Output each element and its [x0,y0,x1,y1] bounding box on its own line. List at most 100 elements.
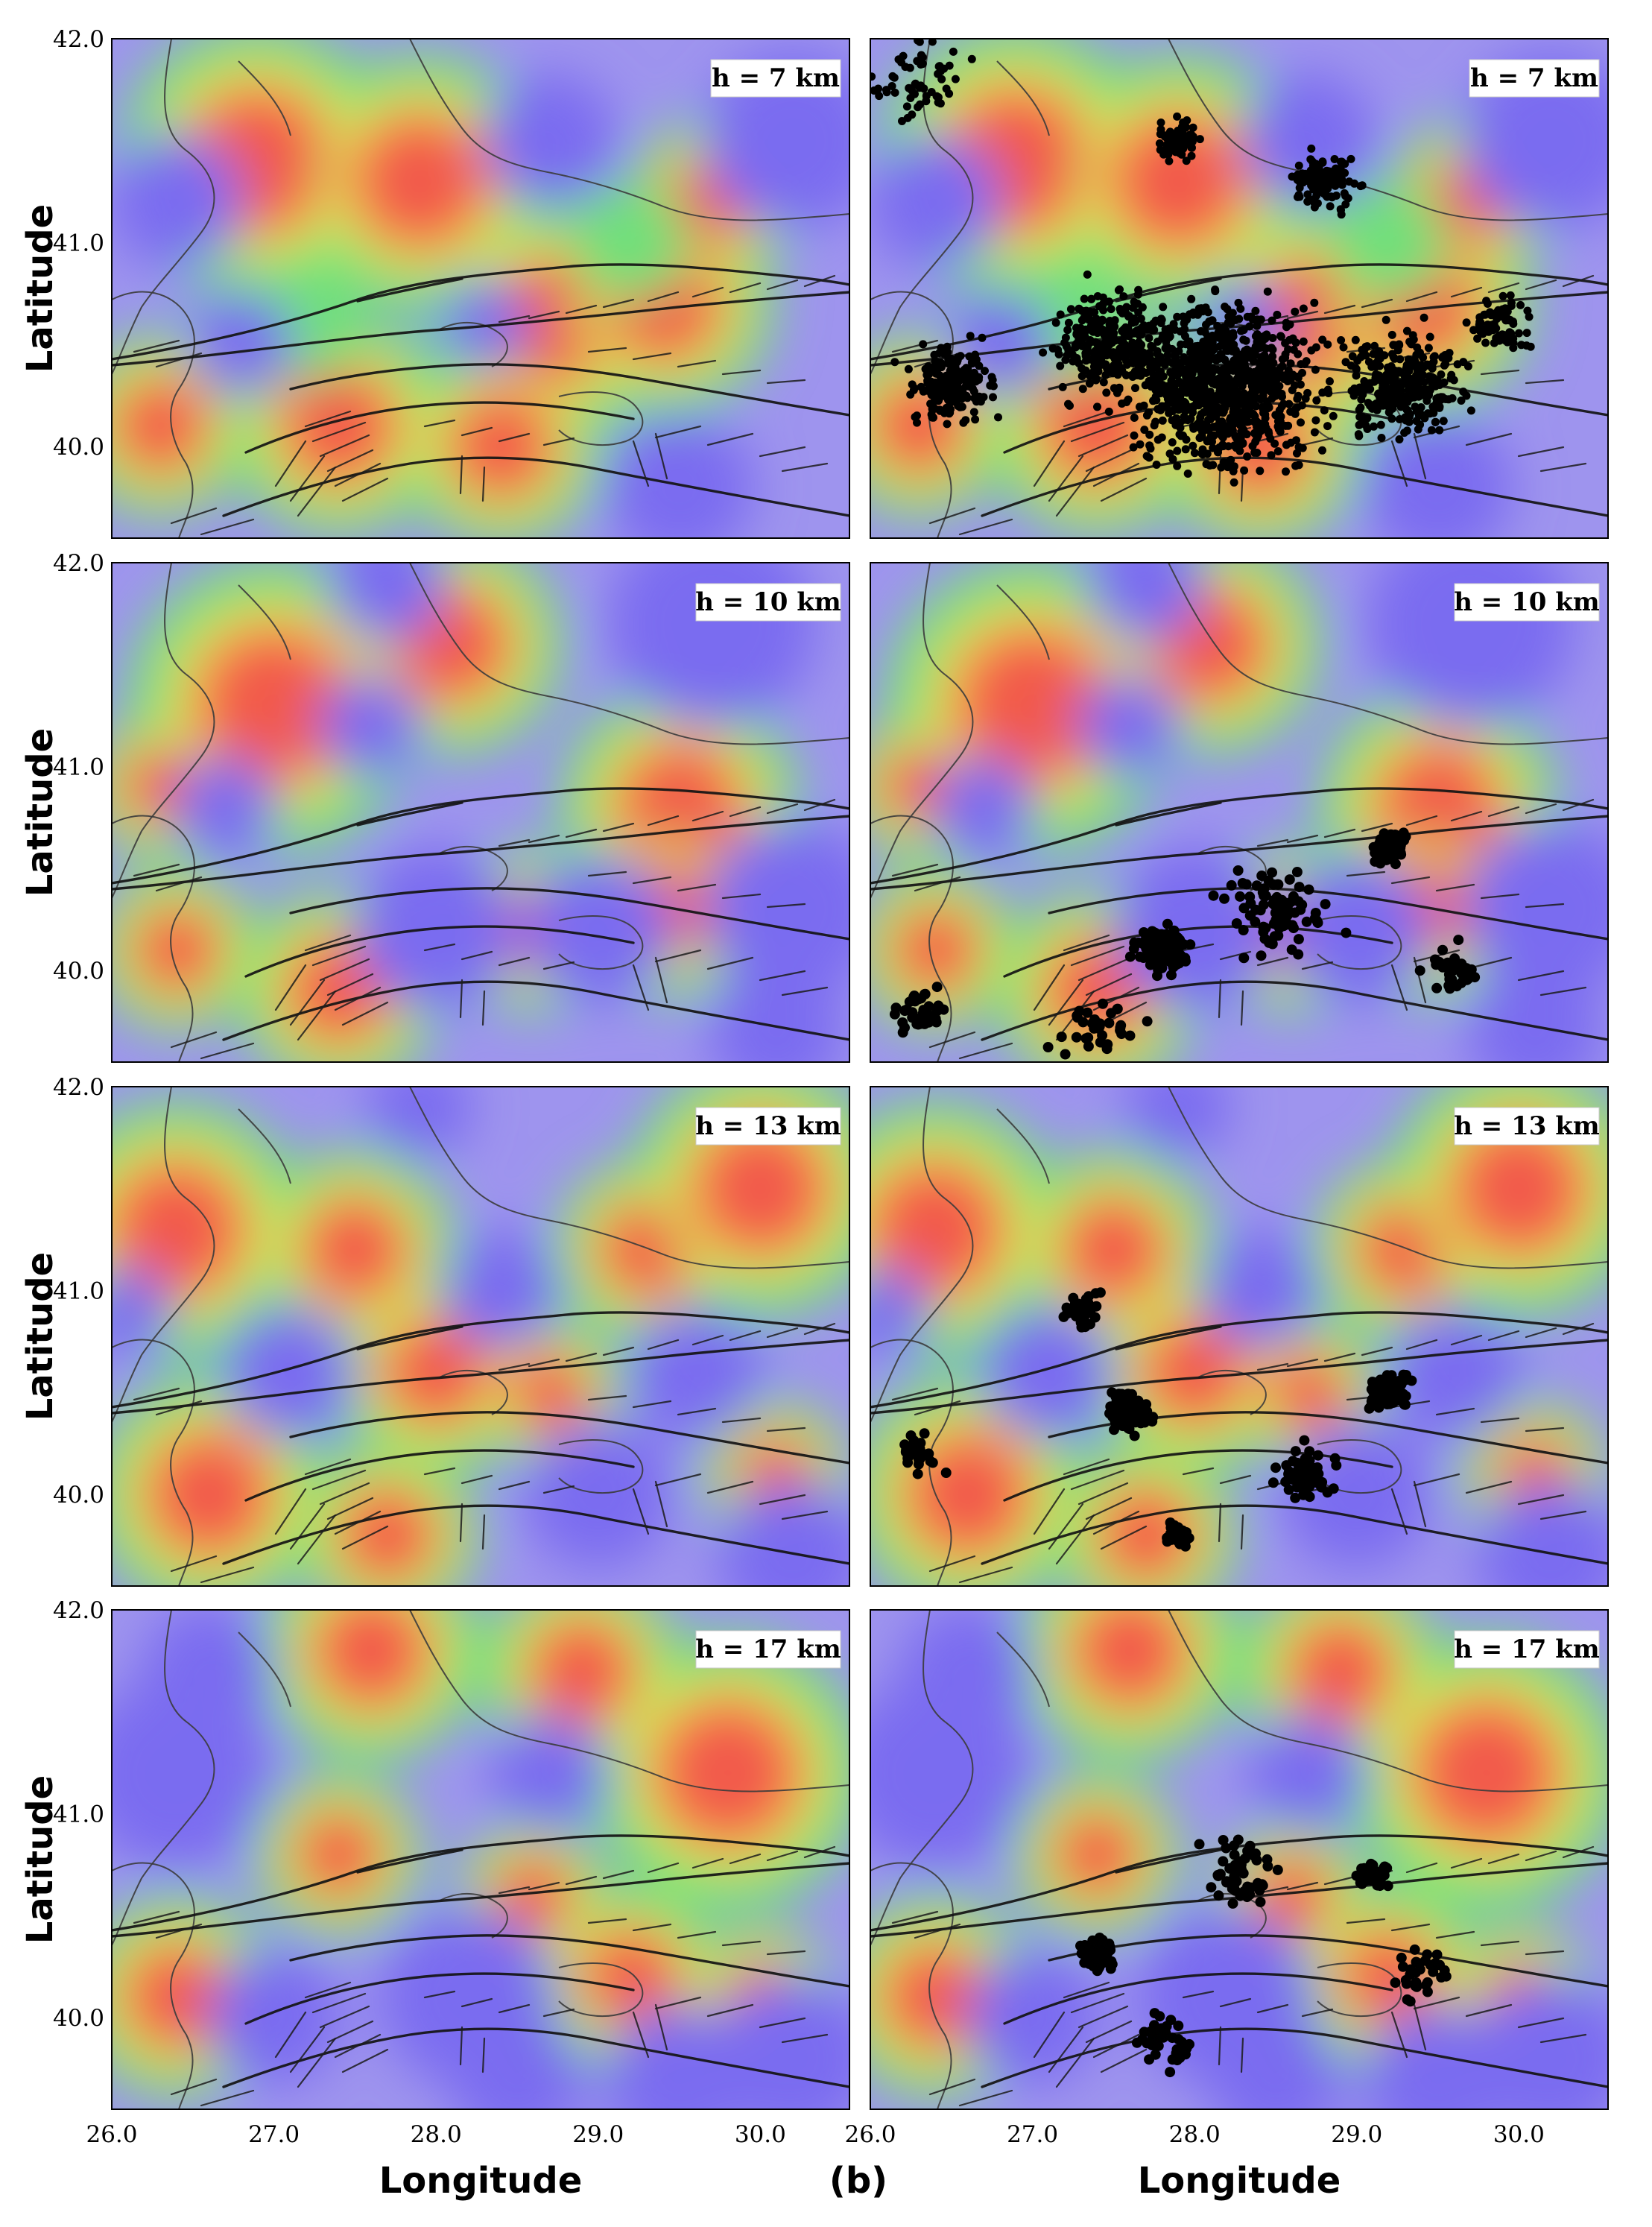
earthquake-epicenter-dot [1291,461,1300,470]
heat-blob [1055,1813,1139,1896]
earthquake-epicenter-dot [971,415,980,424]
earthquake-epicenter-dot [1372,1871,1383,1883]
earthquake-epicenter-dot [1251,1854,1262,1866]
earthquake-epicenter-dot [1338,180,1346,189]
earthquake-epicenter-dot [1291,409,1300,418]
earthquake-epicenter-dot [1308,161,1317,170]
y-axis-title: Latitude [19,204,61,373]
epicenters [889,827,1481,1060]
epicenters [870,39,1535,487]
earthquake-epicenter-dot [942,376,951,385]
earthquake-epicenter-dot [1337,210,1346,219]
earthquake-epicenter-dot [1294,391,1303,400]
earthquake-epicenter-dot [1269,894,1280,906]
earthquake-epicenter-dot [1297,900,1308,911]
heat-blob [1113,116,1244,247]
earthquake-epicenter-dot [1267,867,1277,878]
earthquake-epicenter-dot [1069,1298,1080,1309]
earthquake-epicenter-dot [1231,315,1240,324]
earthquake-epicenter-dot [1290,1492,1301,1503]
heat-blob [355,116,485,247]
earthquake-epicenter-dot [1146,362,1155,371]
earthquake-epicenter-dot [1164,344,1173,353]
earthquake-epicenter-dot [1174,958,1185,969]
earthquake-epicenter-dot [1443,969,1455,980]
earthquake-epicenter-dot [1139,927,1149,938]
earthquake-epicenter-dot [1179,312,1188,321]
earthquake-epicenter-dot [1292,1465,1303,1476]
earthquake-epicenter-dot [937,75,946,83]
lat-tick-label: 40.0 [53,1482,104,1509]
earthquake-epicenter-dot [1145,377,1153,386]
earthquake-epicenter-dot [1379,1377,1390,1389]
earthquake-epicenter-dot [1207,435,1216,443]
earthquake-epicenter-dot [1109,331,1118,340]
earthquake-epicenter-dot [1190,390,1199,399]
earthquake-epicenter-dot [1087,294,1096,303]
earthquake-epicenter-dot [1230,1863,1241,1874]
earthquake-epicenter-dot [1167,2054,1178,2065]
earthquake-epicenter-dot [1182,157,1191,165]
earthquake-epicenter-dot [1122,1389,1133,1400]
earthquake-epicenter-dot [1056,1032,1067,1043]
earthquake-epicenter-dot [1060,1049,1071,1060]
earthquake-epicenter-dot [1427,426,1436,435]
earthquake-epicenter-dot [890,358,899,367]
earthquake-epicenter-dot [1420,1955,1431,1966]
earthquake-epicenter-dot [1396,1952,1407,1963]
earthquake-epicenter-dot [875,92,884,101]
earthquake-epicenter-dot [1435,402,1444,411]
earthquake-epicenter-dot [1181,332,1189,341]
earthquake-epicenter-dot [1264,402,1273,411]
earthquake-epicenter-dot [1130,327,1139,336]
heat-blob [1417,1703,1556,1842]
earthquake-epicenter-dot [1197,432,1206,441]
panel-tag: (b) [829,2160,887,2202]
earthquake-epicenter-dot [1145,334,1153,343]
earthquake-epicenter-dot [962,372,970,381]
earthquake-epicenter-dot [901,63,910,72]
earthquake-epicenter-dot [1409,1944,1420,1955]
lon-tick-label: 26.0 [86,2121,137,2148]
earthquake-epicenter-dot [1081,366,1090,375]
heat-field [870,1610,1608,2109]
earthquake-epicenter-dot [925,1456,936,1467]
earthquake-epicenter-dot [1179,381,1188,390]
depth-label-text: h = 10 km [1454,587,1600,617]
earthquake-epicenter-dot [934,93,943,101]
earthquake-epicenter-dot [1227,455,1235,464]
epicenters [899,1287,1417,1552]
heat-blob [893,908,977,992]
earthquake-epicenter-dot [1198,450,1207,459]
earthquake-epicenter-dot [1208,395,1217,404]
earthquake-epicenter-dot [1240,466,1249,475]
earthquake-epicenter-dot [1420,414,1429,423]
earthquake-epicenter-dot [1151,316,1160,325]
earthquake-epicenter-dot [1268,316,1276,325]
earthquake-epicenter-dot [1215,333,1223,342]
earthquake-epicenter-dot [1115,305,1124,313]
earthquake-epicenter-dot [1098,315,1107,324]
earthquake-epicenter-dot [1419,353,1428,362]
earthquake-epicenter-dot [1071,341,1080,350]
earthquake-epicenter-dot [1376,420,1385,429]
earthquake-epicenter-dot [1431,417,1440,426]
heat-blob [604,412,754,538]
earthquake-epicenter-dot [915,39,924,46]
heat-blob [200,631,348,780]
earthquake-epicenter-dot [1388,350,1396,358]
earthquake-epicenter-dot [1494,306,1503,315]
earthquake-epicenter-dot [1390,341,1399,350]
earthquake-epicenter-dot [1134,285,1143,294]
earthquake-epicenter-dot [1355,420,1364,429]
heat-blob [1077,673,1183,778]
heat-blob [531,1620,633,1722]
earthquake-epicenter-dot [1085,379,1094,388]
earthquake-epicenter-dot [1089,348,1098,357]
earthquake-epicenter-dot [1329,411,1338,420]
earthquake-epicenter-dot [1282,440,1291,449]
earthquake-epicenter-dot [1293,934,1304,945]
earthquake-epicenter-dot [1244,367,1253,376]
earthquake-epicenter-dot [1430,954,1440,965]
